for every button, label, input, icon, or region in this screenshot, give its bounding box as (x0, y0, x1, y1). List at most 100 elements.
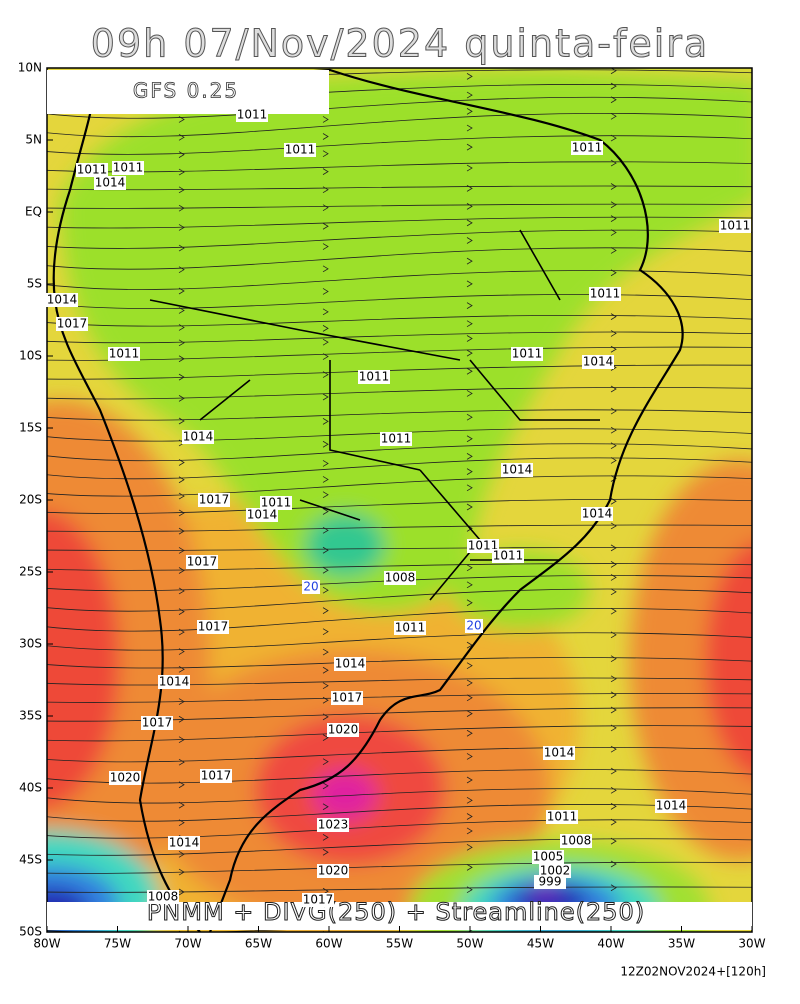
stream-arrow (466, 257, 473, 265)
isobar-label-bg (302, 893, 334, 907)
stream-arrow (610, 786, 617, 794)
isobar-label: 1014 (582, 507, 613, 521)
streamline (47, 588, 752, 612)
isobar-label: 1020 (318, 864, 349, 878)
stream-arrow (466, 203, 473, 210)
stream-arrow (610, 134, 617, 142)
isobar-label: 1008 (148, 890, 179, 904)
isobar-label: 1011 (359, 370, 390, 384)
stream-arrow (466, 796, 473, 804)
isobar-label: 1020 (328, 723, 359, 737)
stream-arrow (610, 706, 617, 714)
stream-arrow (466, 710, 473, 717)
stream-arrow (610, 96, 617, 104)
isobar-label: 1020 (110, 771, 141, 785)
isobar-label: 1014 (656, 799, 687, 813)
stream-arrow (610, 818, 617, 826)
isobar-label: 1011 (237, 108, 268, 122)
stream-arrow (610, 475, 617, 482)
isobar-label-bg (317, 864, 349, 878)
isobar-label: 1017 (201, 769, 232, 783)
stream-arrow (466, 302, 473, 309)
stream-arrow (466, 662, 473, 670)
isobar-label: 1017 (57, 317, 88, 331)
model-label: GFS 0.25 (133, 79, 239, 103)
stream-arrow (466, 581, 473, 589)
stream-arrow (610, 497, 617, 505)
isobar-label: 1017 (332, 691, 363, 705)
isobar-label-bg (581, 507, 613, 521)
lat-label: 50S (19, 925, 42, 939)
coastline (52, 68, 684, 932)
divergence-label: 20 (466, 619, 481, 633)
stream-arrow (322, 243, 329, 250)
stream-arrow (610, 691, 617, 699)
streamline (47, 803, 752, 822)
stream-arrow (610, 201, 617, 209)
stream-arrow (322, 508, 329, 515)
stream-arrow (322, 133, 329, 140)
isobar-label: 1014 (502, 463, 533, 477)
stream-arrow (610, 803, 617, 810)
stream-arrow (322, 782, 329, 790)
stream-arrow (322, 491, 329, 499)
stream-arrow (610, 767, 617, 775)
isobar-label: 1011 (109, 347, 140, 361)
stream-arrow (466, 453, 473, 460)
stream-arrow (178, 509, 185, 517)
isobar-label-bg (571, 141, 603, 155)
streamline (47, 386, 752, 400)
isobar-label: 1011 (547, 810, 578, 824)
isobar-label: 1014 (95, 176, 126, 190)
isobar-label: 1014 (169, 836, 200, 850)
isobar-label: 1008 (561, 834, 592, 848)
stream-arrow (466, 435, 473, 443)
streamline (47, 112, 752, 138)
isobar-label-bg (141, 716, 173, 730)
streamline (47, 707, 752, 722)
isobar-label-bg (532, 850, 564, 864)
stream-arrow (178, 698, 185, 705)
stream-arrow (610, 724, 617, 732)
lat-label: 10S (19, 349, 42, 363)
streamline (47, 96, 752, 119)
stream-arrow (466, 143, 473, 151)
streamline (47, 364, 752, 380)
lon-label: 60W (315, 937, 342, 951)
stream-arrow (322, 628, 329, 636)
stream-arrow (466, 335, 473, 342)
stream-arrow (322, 168, 329, 175)
stream-arrow (178, 587, 185, 595)
streamline (47, 247, 752, 270)
stream-arrow (178, 133, 185, 141)
stream-arrow (466, 864, 473, 871)
isobar-label-bg (543, 746, 575, 760)
stream-arrow (466, 843, 473, 851)
stream-arrow (178, 116, 185, 123)
stream-arrow (610, 183, 617, 190)
stream-arrow (610, 631, 617, 639)
stream-arrow (178, 868, 185, 876)
stream-arrow (178, 665, 185, 673)
stream-arrow (610, 442, 617, 450)
lon-label: 70W (174, 937, 201, 951)
stream-arrow (322, 566, 329, 574)
lat-label: 20S (19, 493, 42, 507)
isobar-label-bg (158, 675, 190, 689)
isobar-label: 1011 (113, 161, 144, 175)
lat-label: EQ (25, 205, 42, 219)
stream-arrow (322, 526, 329, 534)
isobar-label-bg (147, 890, 179, 904)
stream-arrow (322, 460, 329, 467)
stream-arrow (466, 367, 473, 375)
stream-arrow (322, 186, 329, 194)
isobar-label-bg (197, 620, 229, 634)
stream-arrow (610, 675, 617, 683)
stream-arrow (322, 308, 329, 316)
stream-arrow (178, 547, 185, 554)
stream-arrow (178, 266, 185, 274)
stream-arrow (610, 522, 617, 530)
stream-arrow (466, 827, 473, 835)
isobar-label-bg (501, 463, 533, 477)
